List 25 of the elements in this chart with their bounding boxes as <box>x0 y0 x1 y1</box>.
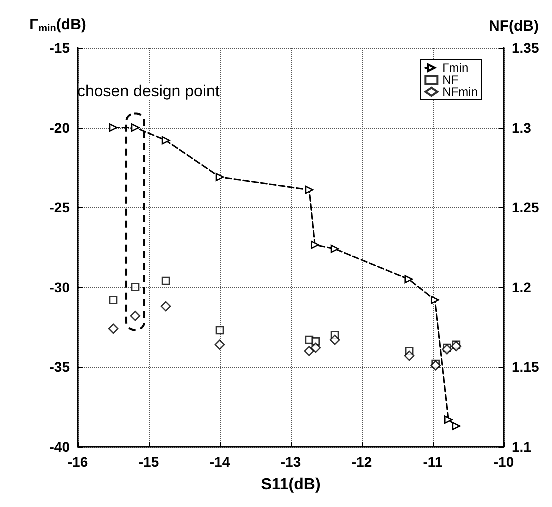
x-tick-label: -13 <box>280 454 302 470</box>
x-tick-label: -10 <box>494 454 514 470</box>
y2-tick-label: 1.3 <box>512 120 532 136</box>
y-tick-label: -40 <box>50 439 70 455</box>
y-tick-label: -25 <box>50 200 70 216</box>
y2-tick-label: 1.25 <box>512 200 540 216</box>
y2-tick-label: 1.35 <box>512 40 540 56</box>
x-axis-title: S11(dB) <box>261 476 321 494</box>
x-tick-label: -12 <box>352 454 372 470</box>
y-tick-label: -35 <box>50 359 70 376</box>
y-tick-label: -30 <box>50 279 70 296</box>
legend-label: Γmin <box>442 61 469 75</box>
annotation: chosen design point <box>78 83 220 100</box>
y2-tick-label: 1.2 <box>512 279 532 296</box>
y2-tick-label: 1.1 <box>512 439 532 455</box>
x-tick-label: -11 <box>423 454 443 470</box>
y-tick-label: -15 <box>50 40 70 56</box>
x-tick-label: -14 <box>210 454 230 470</box>
legend-label: NFmin <box>442 85 478 99</box>
y-tick-label: -20 <box>50 120 70 136</box>
legend-label: NF <box>442 73 459 87</box>
x-tick-label: -15 <box>138 454 160 470</box>
x-tick-label: -16 <box>68 454 88 470</box>
y2-tick-label: 1.15 <box>512 359 540 376</box>
y2-axis-title: NF(dB) <box>489 18 539 35</box>
